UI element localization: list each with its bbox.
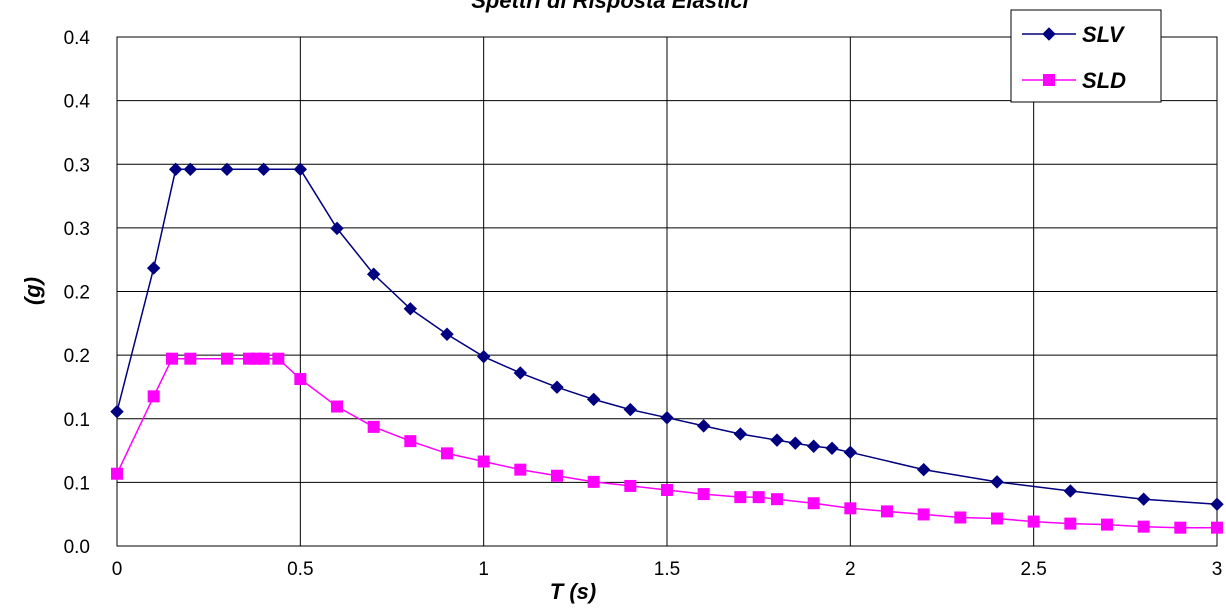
data-point-sld [147,390,160,403]
data-point-sld [844,502,857,515]
data-point-sld [917,508,930,521]
data-point-slv [1136,492,1151,506]
data-point-slv [1210,497,1224,511]
data-point-slv [843,445,858,460]
plot-frame [116,36,1218,547]
data-point-slv [330,221,344,236]
data-point-slv [586,392,601,407]
data-point-slv [256,162,271,177]
data-point-sld [881,505,893,518]
y-tick-label: 0.2 [64,283,90,304]
x-tick-label: 3 [1212,559,1223,580]
data-point-sld [1137,520,1150,533]
data-point-sld [1064,517,1077,530]
data-point-slv [806,439,821,453]
y-tick-label: 0.3 [64,219,90,240]
x-axis-title: T (s) [550,579,596,604]
y-tick-label: 0.4 [64,92,91,113]
data-point-slv [476,349,491,364]
data-point-slv [733,427,748,441]
data-point-slv [696,419,711,433]
data-point-slv [168,162,183,177]
legend-marker-sld [1043,74,1055,86]
data-point-sld [331,400,343,413]
data-point-sld [367,420,380,433]
data-point-sld [272,352,285,365]
chart-title: Spettri di Risposta Elastici [471,0,749,13]
data-point-slv [660,411,674,425]
legend-item-sld: SLD [1022,68,1126,93]
data-point-sld [111,467,123,480]
data-point-sld [587,475,600,488]
series-slv [110,162,1224,511]
data-point-sld [752,491,765,504]
data-point-sld [1027,515,1040,528]
y-tick-label: 0.1 [64,410,90,431]
x-tick-label: 2 [845,559,856,580]
data-point-sld [257,352,270,365]
data-point-slv [366,267,381,281]
legend: SLV SLD [1010,9,1162,103]
x-tick-label: 1 [478,559,489,580]
legend-box [1010,9,1162,103]
y-tick-label: 0.4 [64,28,91,49]
x-tick-label: 1.5 [654,559,680,580]
x-tick-label: 2.5 [1020,559,1046,580]
data-point-sld [166,352,178,365]
data-point-sld [1211,521,1223,534]
data-point-slv [788,436,803,450]
data-point-slv [146,261,161,275]
data-point-sld [477,455,490,468]
data-point-sld [221,352,233,365]
series-sld [111,352,1223,534]
data-point-sld [404,435,417,448]
data-point-slv [916,462,931,477]
data-point-slv [110,404,124,419]
data-point-sld [771,493,783,506]
data-point-slv [513,366,528,380]
data-point-sld [441,447,453,460]
data-point-sld [1101,518,1113,531]
data-point-slv [440,327,454,341]
y-tick-label: 0.3 [64,155,90,176]
data-point-slv [825,441,839,455]
data-point-sld [734,491,747,504]
series-layer [110,162,1224,534]
data-point-sld [1174,521,1187,534]
legend-label-sld: SLD [1082,68,1126,93]
data-point-slv [403,302,418,316]
legend-marker-slv [1042,27,1056,41]
data-point-sld [514,463,527,476]
data-point-sld [807,497,820,510]
y-tick-label: 0.1 [64,473,90,494]
data-point-slv [1063,484,1078,498]
data-point-slv [623,402,638,417]
data-point-sld [551,469,563,482]
data-point-sld [624,479,637,492]
legend-item-slv: SLV [1022,22,1126,47]
data-point-sld [294,373,307,386]
x-tick-label: 0 [112,559,123,580]
y-axis-title: (g) [20,277,45,305]
data-point-sld [184,352,197,365]
data-point-sld [661,484,673,497]
data-point-slv [550,380,564,394]
data-point-slv [990,475,1004,489]
data-point-sld [954,511,967,524]
y-tick-label: 0.2 [64,346,90,367]
data-point-sld [991,512,1003,525]
y-axis-ticks: 0.0 0.1 0.1 0.2 0.2 0.3 0.3 0.4 0.4 [64,28,91,558]
data-point-slv [183,162,198,177]
chart-grid [117,37,1217,546]
x-axis-ticks: 0 0.5 1 1.5 2 2.5 3 [112,559,1223,580]
data-point-sld [697,488,710,501]
y-tick-label: 0.0 [64,537,90,558]
legend-label-slv: SLV [1082,22,1126,47]
data-point-slv [770,433,784,447]
x-tick-label: 0.5 [287,559,313,580]
data-point-slv [293,162,308,177]
data-point-slv [220,162,234,177]
